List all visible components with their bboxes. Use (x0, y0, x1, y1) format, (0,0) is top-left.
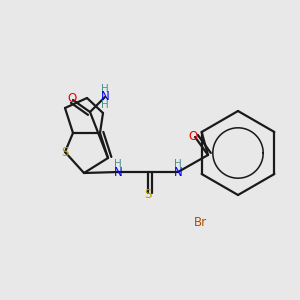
Text: N: N (114, 166, 122, 178)
Text: O: O (68, 92, 76, 106)
Text: H: H (174, 159, 182, 169)
Text: N: N (100, 91, 109, 103)
Text: N: N (174, 166, 182, 178)
Text: S: S (144, 188, 152, 200)
Text: S: S (61, 146, 69, 158)
Text: H: H (101, 100, 109, 110)
Text: H: H (114, 159, 122, 169)
Text: O: O (188, 130, 198, 143)
Text: H: H (101, 84, 109, 94)
Text: Br: Br (194, 215, 207, 229)
